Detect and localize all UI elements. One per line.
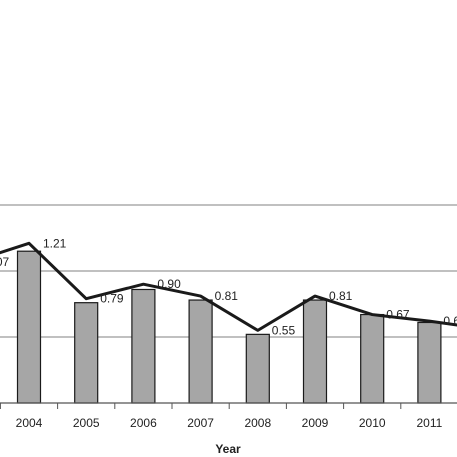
data-label-2006: 0.90	[157, 277, 181, 291]
data-label-2007: 0.81	[215, 289, 239, 303]
x-axis-title: Year	[215, 442, 241, 456]
data-label-2009: 0.81	[329, 289, 353, 303]
bar-2010	[360, 313, 385, 404]
bar-2007	[188, 299, 213, 404]
data-label-2004: 1.21	[43, 236, 67, 250]
data-label-2008: 0.55	[272, 323, 296, 337]
bars	[16, 250, 442, 404]
bar-2009	[302, 299, 328, 404]
x-tick-label-2009: 2009	[302, 416, 329, 430]
x-tick-label-2011: 2011	[416, 416, 442, 430]
x-tick-label-2007: 2007	[187, 416, 214, 430]
x-tick-label-2008: 2008	[244, 416, 271, 430]
data-labels: 1.07 1.21 0.79 0.90 0.81 0.55 0.81 0.67 0.62	[0, 236, 457, 337]
x-tick-labels: 2003200420052006200720082009201020112012	[0, 403, 443, 430]
data-label-2005: 0.79	[100, 292, 124, 306]
x-tick-label-2004: 2004	[16, 416, 43, 430]
x-tick-label-2005: 2005	[73, 416, 100, 430]
bar-2006	[131, 288, 156, 404]
bar-2011	[417, 321, 442, 404]
bar-2005	[74, 302, 99, 404]
x-tick-label-2010: 2010	[359, 416, 386, 430]
data-label-2011: 0.62	[443, 314, 457, 328]
x-tick-label-2006: 2006	[130, 416, 157, 430]
series-line	[0, 241, 457, 332]
data-label-2003: 1.07	[0, 255, 9, 269]
bar-2008	[245, 333, 270, 404]
data-label-2010: 0.67	[386, 308, 410, 322]
bar-2004	[16, 250, 42, 404]
